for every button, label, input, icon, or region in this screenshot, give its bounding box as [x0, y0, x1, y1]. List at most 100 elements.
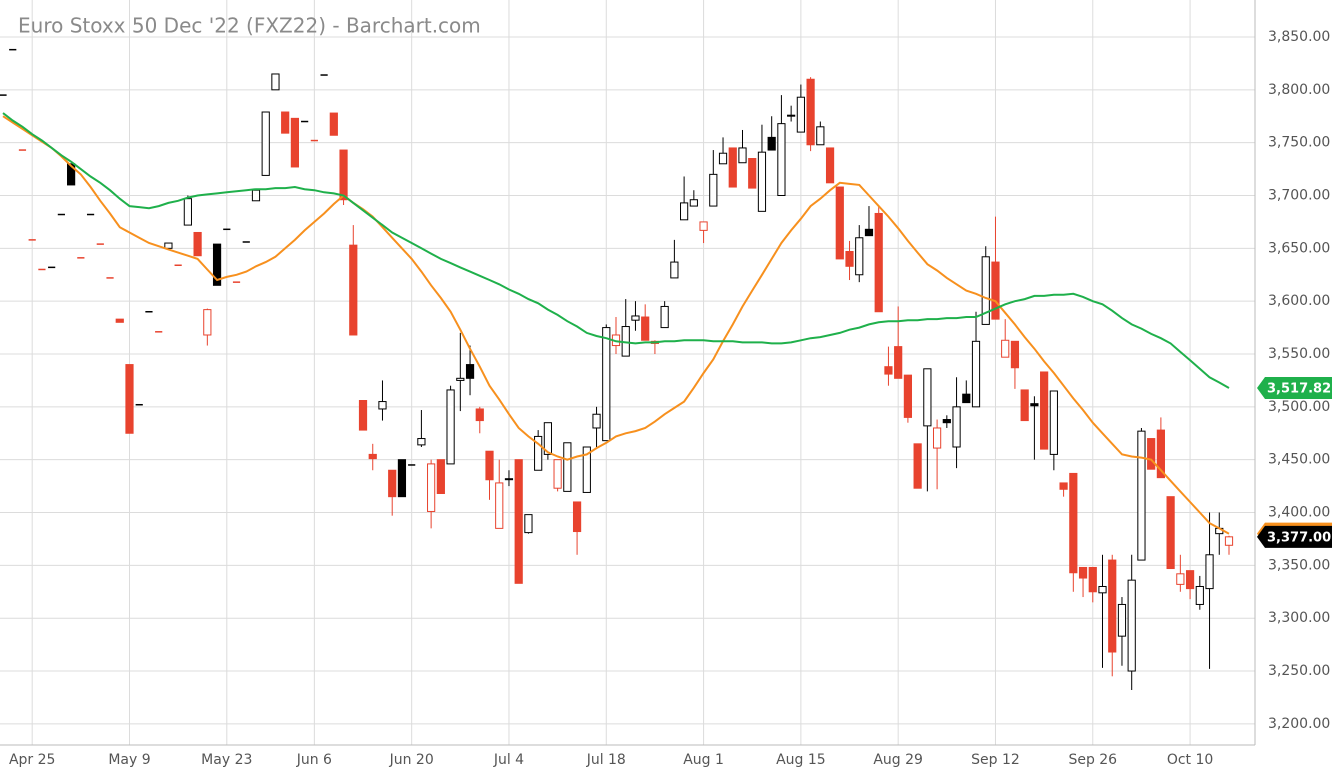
candle-body	[777, 123, 786, 196]
candle-body	[1156, 429, 1165, 479]
candle-body	[855, 237, 864, 276]
candle-body	[534, 435, 543, 471]
tags: 3,517.82 3,377.00	[1257, 377, 1332, 548]
candle-body	[582, 446, 591, 493]
candle-body	[349, 244, 358, 336]
y-tick-label: 3,300.00	[1268, 610, 1330, 626]
x-tick-label: Aug 15	[776, 752, 826, 768]
candle-body	[816, 126, 825, 146]
candle-body	[1166, 496, 1175, 570]
candle-body	[572, 501, 582, 533]
y-tick-label: 3,500.00	[1268, 399, 1330, 415]
candle-body	[1127, 579, 1136, 672]
candle-body	[1020, 389, 1029, 422]
candle-body	[290, 117, 300, 168]
candle-body	[212, 243, 222, 286]
chart-title: Euro Stoxx 50 Dec '22 (FXZ22) - Barchart…	[18, 14, 481, 38]
candle-body	[183, 198, 192, 226]
x-tick-label: Jun 6	[296, 752, 332, 768]
candle-body	[563, 442, 572, 492]
x-tick-label: May 23	[201, 752, 252, 768]
candle-body	[1098, 585, 1107, 594]
candle-body	[1078, 566, 1088, 579]
candle-body	[446, 389, 455, 465]
candle-body	[680, 202, 689, 221]
candle-body	[981, 256, 990, 325]
moving-average	[2, 115, 1230, 535]
candle-body	[388, 469, 397, 498]
candle-body	[251, 189, 261, 202]
candle-body	[358, 400, 368, 431]
price-tag-label: 3,377.00	[1267, 530, 1331, 545]
candle-body	[1069, 472, 1078, 574]
candle-body	[971, 340, 981, 408]
candle-body	[1195, 585, 1204, 605]
candle-body	[952, 406, 961, 448]
candle-body	[164, 242, 173, 249]
candle-body	[796, 96, 805, 133]
candle-body	[592, 413, 601, 429]
candle-body	[923, 368, 932, 427]
candle-body	[670, 261, 679, 279]
y-tick-label: 3,650.00	[1268, 240, 1330, 256]
candle-body	[271, 73, 280, 91]
x-tick-label: Sep 26	[1068, 752, 1117, 768]
candle-body	[339, 149, 348, 201]
y-tick-label: 3,550.00	[1268, 346, 1330, 362]
marks	[0, 48, 1234, 691]
candle-body	[932, 427, 942, 449]
candle-body	[728, 147, 737, 188]
candle-body	[417, 438, 426, 446]
candle-body	[864, 228, 874, 237]
x-tick-label: Oct 10	[1167, 752, 1213, 768]
candle-body	[261, 111, 270, 176]
candle-body	[115, 318, 124, 323]
candle-body	[368, 453, 377, 460]
candle-body	[1001, 339, 1010, 358]
y-tick-label: 3,350.00	[1268, 557, 1330, 573]
x-tick-label: Jun 20	[389, 752, 434, 768]
candle-body	[738, 147, 747, 164]
price-tag	[1257, 377, 1332, 400]
candle-body	[281, 111, 290, 134]
moving-average	[2, 112, 1230, 389]
candle-body	[757, 151, 767, 212]
x-tick-label: Jul 4	[493, 752, 524, 768]
candle-body	[1224, 536, 1234, 546]
candle-body	[1185, 570, 1195, 590]
candle-body	[1117, 603, 1127, 637]
candle-body	[835, 186, 844, 260]
candle-body	[631, 315, 640, 321]
candle-body	[825, 147, 835, 184]
candle-body	[543, 422, 552, 455]
candle-body	[767, 136, 776, 151]
candle-body	[903, 374, 913, 418]
y-tick-label: 3,450.00	[1268, 452, 1330, 468]
candle-body	[709, 173, 718, 207]
candle-body	[125, 364, 134, 434]
candle-body	[329, 112, 338, 136]
price-tag-label: 3,517.82	[1267, 382, 1331, 397]
candle-body	[485, 450, 494, 481]
candle-body	[1059, 482, 1068, 490]
y-tick-label: 3,700.00	[1268, 187, 1330, 203]
y-tick-label: 3,750.00	[1268, 135, 1330, 151]
y-tick-label: 3,400.00	[1268, 505, 1330, 521]
candle-body	[845, 251, 854, 267]
candle-body	[718, 152, 728, 165]
candle-body	[1108, 559, 1117, 653]
candle-body	[1205, 554, 1214, 590]
y-tick-label: 3,250.00	[1268, 663, 1330, 679]
candle-body	[1049, 390, 1058, 455]
price-tag	[1257, 525, 1332, 548]
candle-body	[1040, 371, 1049, 450]
candle-body	[1010, 340, 1020, 369]
candle-body	[874, 212, 883, 313]
candle-body	[504, 478, 514, 481]
y-tick-label: 3,850.00	[1268, 29, 1330, 45]
x-tick-label: Jul 18	[586, 752, 626, 768]
candle-body	[456, 377, 465, 381]
x-tick-label: Sep 12	[971, 752, 1020, 768]
candle-body	[787, 114, 796, 117]
